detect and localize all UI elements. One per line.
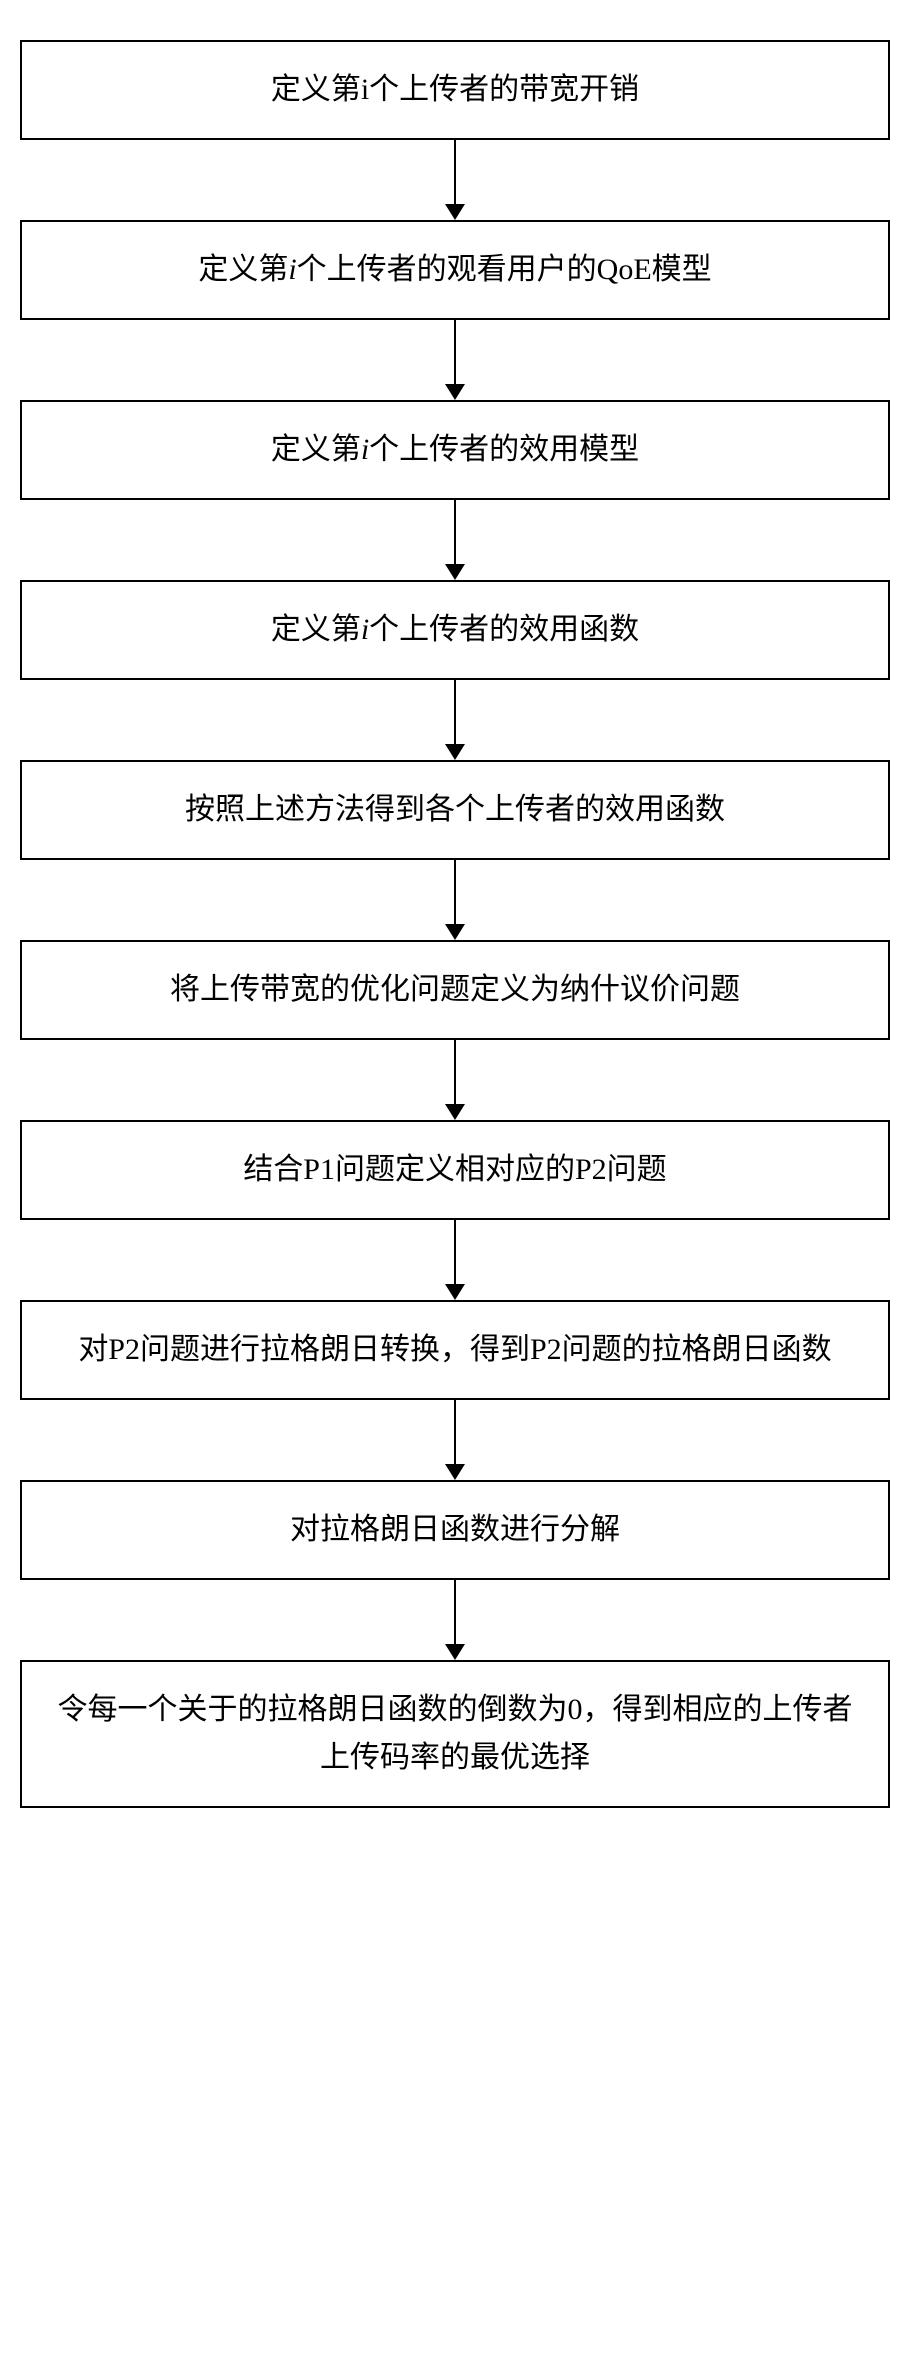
step-text-part: 结合P1问题定义相对应的P2问题 [243,1153,666,1186]
flowchart-arrow [445,1220,465,1300]
step-text: 定义第i个上传者的观看用户的QoE模型 [198,246,711,294]
flowchart-arrow [445,500,465,580]
step-text-part: 个上传者的观看用户的QoE模型 [297,253,712,286]
arrow-line [454,680,456,744]
step-text: 将上传带宽的优化问题定义为纳什议价问题 [170,966,740,1014]
arrow-line [454,860,456,924]
step-text-part: 定义第 [271,433,361,466]
flowchart-step: 定义第i个上传者的效用模型 [20,400,890,500]
step-text-part: 定义第 [198,253,288,286]
arrow-head-icon [445,1104,465,1120]
arrow-head-icon [445,384,465,400]
step-text-part: 定义第i个上传者的带宽开销 [271,73,639,106]
step-text-part: 对P2问题进行拉格朗日转换，得到P2问题的拉格朗日函数 [78,1333,831,1366]
step-text: 对P2问题进行拉格朗日转换，得到P2问题的拉格朗日函数 [78,1326,831,1374]
step-text-italic-part: i [361,613,369,646]
flowchart-step: 对P2问题进行拉格朗日转换，得到P2问题的拉格朗日函数 [20,1300,890,1400]
flowchart-arrow [445,1400,465,1480]
arrow-head-icon [445,1284,465,1300]
arrow-line [454,500,456,564]
arrow-line [454,1220,456,1284]
arrow-head-icon [445,744,465,760]
step-text: 定义第i个上传者的效用模型 [271,426,639,474]
step-text-part: 令每一个关于的拉格朗日函数的倒数为0，得到相应的上传者上传码率的最优选择 [58,1693,853,1774]
step-text-italic-part: i [361,433,369,466]
step-text-part: 个上传者的效用模型 [369,433,639,466]
flowchart-arrow [445,680,465,760]
flowchart-step: 定义第i个上传者的效用函数 [20,580,890,680]
step-text-part: 按照上述方法得到各个上传者的效用函数 [185,793,725,826]
step-text: 定义第i个上传者的效用函数 [271,606,639,654]
arrow-line [454,320,456,384]
flowchart-step: 定义第i个上传者的带宽开销 [20,40,890,140]
flowchart-arrow [445,860,465,940]
step-text: 按照上述方法得到各个上传者的效用函数 [185,786,725,834]
flowchart-step: 按照上述方法得到各个上传者的效用函数 [20,760,890,860]
arrow-head-icon [445,1644,465,1660]
step-text-italic-part: i [288,253,296,286]
arrow-line [454,140,456,204]
flowchart-arrow [445,320,465,400]
step-text: 定义第i个上传者的带宽开销 [271,66,639,114]
step-text-part: 将上传带宽的优化问题定义为纳什议价问题 [170,973,740,1006]
arrow-head-icon [445,204,465,220]
flowchart-step: 对拉格朗日函数进行分解 [20,1480,890,1580]
arrow-head-icon [445,1464,465,1480]
flowchart-step: 结合P1问题定义相对应的P2问题 [20,1120,890,1220]
flowchart-step: 将上传带宽的优化问题定义为纳什议价问题 [20,940,890,1040]
arrow-line [454,1580,456,1644]
step-text: 结合P1问题定义相对应的P2问题 [243,1146,666,1194]
step-text-part: 定义第 [271,613,361,646]
step-text: 对拉格朗日函数进行分解 [290,1506,620,1554]
flowchart-arrow [445,140,465,220]
arrow-head-icon [445,924,465,940]
flowchart-arrow [445,1580,465,1660]
step-text: 令每一个关于的拉格朗日函数的倒数为0，得到相应的上传者上传码率的最优选择 [52,1686,858,1782]
flowchart-step: 令每一个关于的拉格朗日函数的倒数为0，得到相应的上传者上传码率的最优选择 [20,1660,890,1808]
flowchart-container: 定义第i个上传者的带宽开销定义第i个上传者的观看用户的QoE模型定义第i个上传者… [20,40,890,1808]
arrow-head-icon [445,564,465,580]
flowchart-step: 定义第i个上传者的观看用户的QoE模型 [20,220,890,320]
flowchart-arrow [445,1040,465,1120]
step-text-part: 个上传者的效用函数 [369,613,639,646]
step-text-part: 对拉格朗日函数进行分解 [290,1513,620,1546]
arrow-line [454,1040,456,1104]
arrow-line [454,1400,456,1464]
